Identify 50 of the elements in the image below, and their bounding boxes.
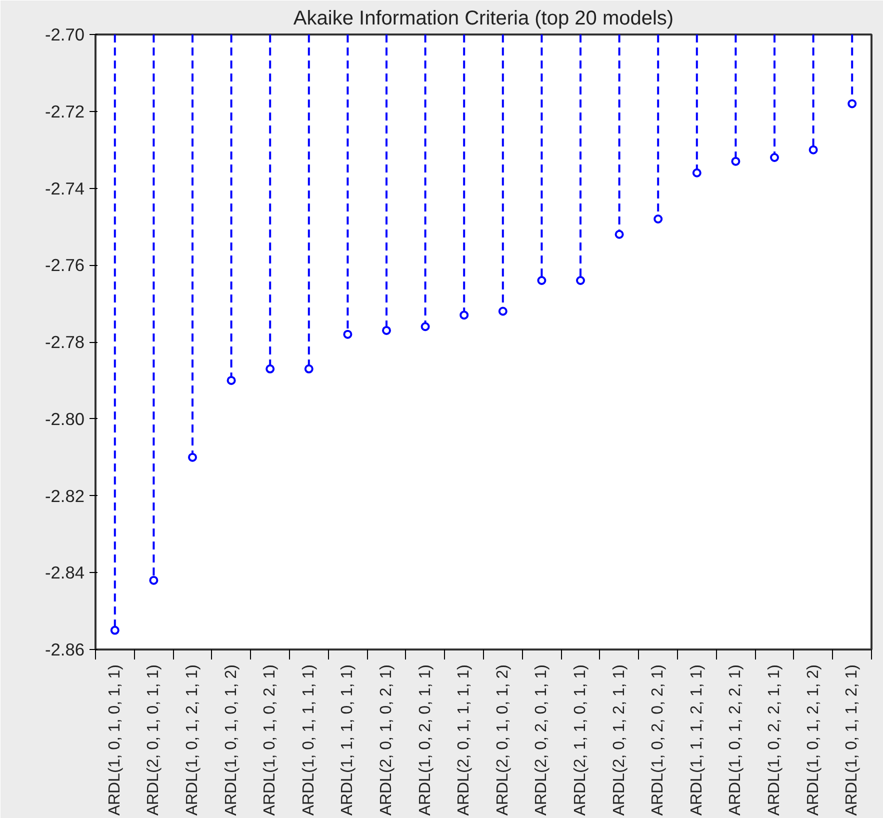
point (266, 364, 275, 374)
y-tick-label: -2.86 (45, 640, 85, 660)
point (576, 276, 585, 285)
y-tick-label: -2.78 (45, 332, 85, 352)
y-tick-label: -2.74 (45, 178, 85, 198)
point (731, 156, 740, 166)
point (382, 326, 391, 335)
x-tick-label: ARDL(2, 0, 1, 0, 2, 1) (378, 664, 395, 816)
x-tick-label: ARDL(2, 0, 1, 1, 1, 1) (456, 664, 473, 816)
x-tick-label: ARDL(2, 1, 1, 0, 1, 1) (572, 664, 589, 816)
x-tick-label: ARDL(2, 0, 1, 2, 1, 1) (610, 664, 628, 816)
y-tick-label: -2.82 (45, 486, 85, 506)
y-tick-label: -2.72 (45, 101, 85, 122)
x-tick-label: ARDL(2, 0, 1, 0, 1, 2) (494, 664, 512, 816)
point (614, 230, 624, 239)
x-tick-label: ARDL(1, 0, 1, 2, 1, 2) (804, 664, 822, 816)
y-tick-label: -2.80 (45, 408, 85, 429)
x-tick-label: ARDL(1, 0, 2, 0, 2, 1) (650, 664, 667, 816)
x-tick-label: ARDL(1, 0, 1, 2, 1, 1) (184, 664, 201, 816)
point (808, 145, 818, 154)
y-tick-label: -2.84 (45, 562, 85, 583)
x-tick-label: ARDL(1, 0, 1, 0, 2, 1) (262, 664, 279, 816)
x-tick-label: ARDL(1, 0, 1, 0, 1, 2) (222, 664, 240, 816)
chart-title: Akaike Information Criteria (top 20 models) (293, 8, 674, 30)
x-tick-label: ARDL(1, 0, 2, 2, 1, 1) (766, 664, 783, 816)
y-tick-label: -2.70 (45, 24, 85, 44)
x-tick-label: ARDL(1, 0, 1, 1, 1, 1) (300, 664, 318, 816)
point (537, 276, 546, 285)
point (226, 376, 236, 385)
point (460, 310, 469, 320)
point (188, 452, 197, 462)
y-tick-label: -2.76 (45, 255, 85, 276)
point (654, 214, 663, 224)
x-tick-label: ARDL(1, 0, 1, 0, 1, 1) (106, 664, 124, 816)
x-tick-label: ARDL(1, 0, 1, 1, 2, 1) (844, 664, 861, 816)
point (770, 153, 779, 162)
point (848, 99, 857, 108)
point (149, 576, 158, 585)
point (304, 364, 314, 374)
point (498, 306, 508, 316)
point (692, 168, 702, 178)
x-tick-label: ARDL(1, 1, 1, 2, 1, 1) (688, 664, 706, 816)
x-tick-label: ARDL(2, 0, 1, 0, 1, 1) (145, 664, 162, 816)
point (110, 626, 120, 635)
x-tick-label: ARDL(1, 0, 1, 2, 2, 1) (727, 664, 744, 816)
x-tick-label: ARDL(1, 1, 1, 0, 1, 1) (339, 664, 356, 816)
point (343, 330, 352, 339)
x-tick-label: ARDL(2, 0, 2, 0, 1, 1) (533, 664, 550, 816)
point (420, 322, 430, 332)
x-tick-label: ARDL(1, 0, 2, 0, 1, 1) (416, 664, 434, 816)
